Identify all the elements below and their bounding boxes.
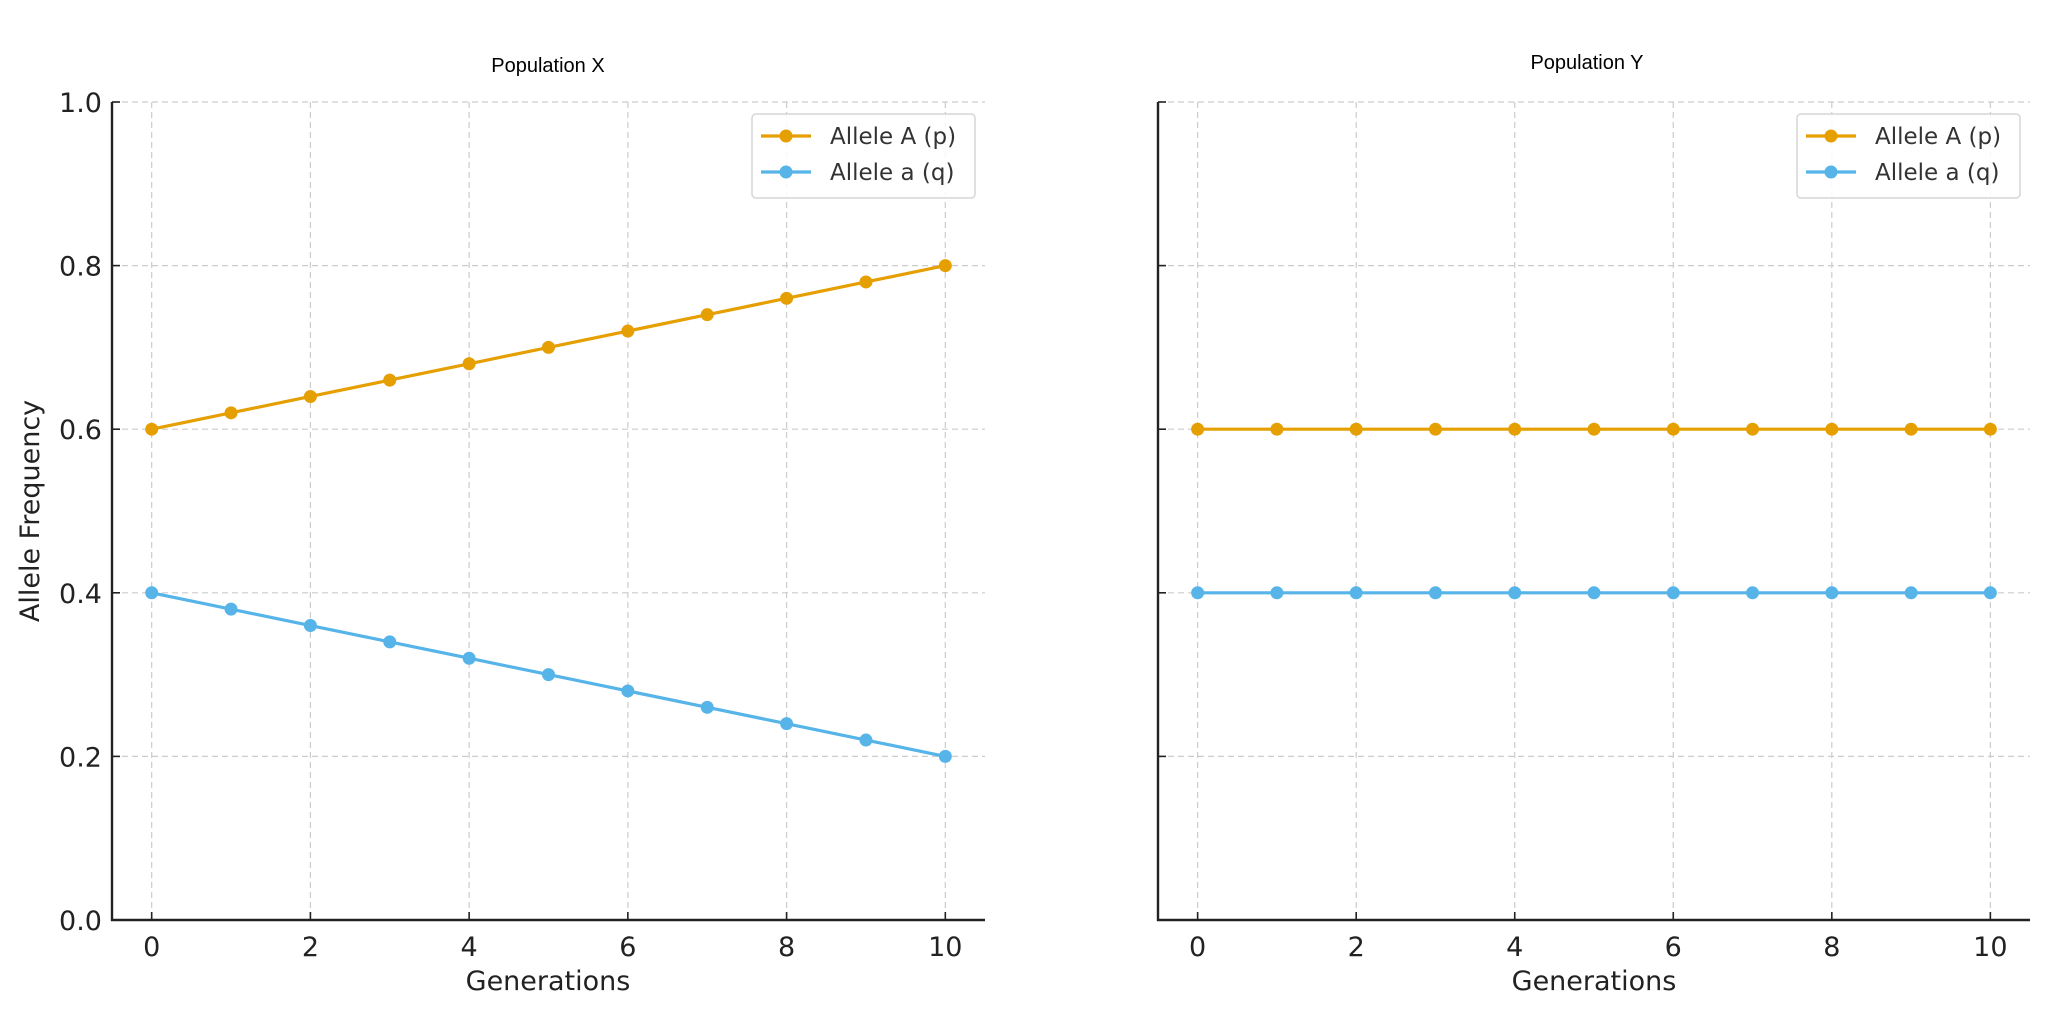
series-allele-A-p bbox=[145, 259, 952, 436]
data-point bbox=[1825, 422, 1839, 436]
legend-entry: Allele A (p) bbox=[1806, 124, 2001, 150]
legend-marker bbox=[1824, 165, 1838, 179]
data-point bbox=[1587, 422, 1601, 436]
grid bbox=[112, 101, 985, 921]
x-tick-label: 0 bbox=[1189, 932, 1206, 963]
data-point bbox=[542, 340, 555, 354]
legend-entry: Allele a (q) bbox=[761, 160, 954, 186]
data-point bbox=[383, 635, 397, 649]
data-point bbox=[303, 389, 317, 403]
data-point bbox=[1191, 586, 1205, 600]
y-tick-label: 0.8 bbox=[59, 252, 102, 283]
y-tick-label: 0.0 bbox=[59, 906, 102, 937]
data-point bbox=[1904, 422, 1918, 436]
data-point bbox=[859, 733, 873, 747]
data-point bbox=[1587, 586, 1601, 600]
data-point bbox=[542, 668, 555, 682]
data-point bbox=[1349, 586, 1363, 600]
x-tick-label: 8 bbox=[1823, 932, 1840, 963]
data-point bbox=[938, 259, 952, 273]
series-allele-a-q bbox=[1191, 586, 1997, 600]
data-point bbox=[1349, 422, 1363, 436]
x-tick-label: 4 bbox=[461, 932, 478, 963]
chart-population-x: Population X Generations Allele Frequenc… bbox=[15, 55, 985, 997]
data-point bbox=[1270, 422, 1284, 436]
x-tick-label: 10 bbox=[1973, 932, 2007, 963]
data-point bbox=[224, 602, 238, 616]
legend-label: Allele a (q) bbox=[830, 160, 954, 186]
data-point bbox=[1508, 422, 1522, 436]
data-point bbox=[780, 717, 794, 731]
data-point bbox=[621, 324, 635, 338]
data-point bbox=[1746, 586, 1760, 600]
grid bbox=[1158, 101, 2030, 921]
data-point bbox=[938, 749, 952, 763]
x-tick-label: 8 bbox=[778, 932, 795, 963]
data-point bbox=[1983, 422, 1997, 436]
legend-marker bbox=[779, 129, 793, 143]
series-allele-A-p bbox=[1191, 422, 1997, 436]
legend: Allele A (p) Allele a (q) bbox=[1796, 113, 2021, 199]
y-tick-label: 0.2 bbox=[59, 742, 102, 773]
legend-entry: Allele A (p) bbox=[761, 124, 956, 150]
data-point bbox=[145, 422, 159, 436]
legend-marker bbox=[1824, 129, 1838, 143]
y-tick-label: 0.6 bbox=[59, 415, 102, 446]
chart-population-y: Population Y Generations 0 2 4 6 8 10 Allele A… bbox=[1156, 52, 2030, 997]
data-point bbox=[700, 700, 714, 714]
legend-label: Allele A (p) bbox=[830, 124, 956, 150]
y-tick-label: 1.0 bbox=[59, 88, 102, 119]
legend: Allele A (p) Allele a (q) bbox=[751, 113, 976, 199]
data-point bbox=[1428, 422, 1442, 436]
legend-entry: Allele a (q) bbox=[1806, 160, 1999, 186]
x-axis-label: Generations bbox=[466, 966, 631, 997]
x-tick-label: 2 bbox=[302, 932, 319, 963]
x-axis-label: Generations bbox=[1512, 966, 1677, 997]
data-point bbox=[303, 619, 317, 633]
data-point bbox=[1983, 586, 1997, 600]
data-point bbox=[1666, 422, 1680, 436]
series-allele-a-q bbox=[145, 586, 952, 763]
data-point bbox=[145, 586, 159, 600]
x-tick-label: 6 bbox=[1665, 932, 1682, 963]
x-tick-label: 10 bbox=[928, 932, 962, 963]
data-point bbox=[1270, 586, 1284, 600]
data-point bbox=[1508, 586, 1522, 600]
legend-label: Allele a (q) bbox=[1875, 160, 1999, 186]
data-point bbox=[859, 275, 873, 289]
data-point bbox=[1825, 586, 1839, 600]
data-point bbox=[700, 308, 714, 322]
data-point bbox=[383, 373, 397, 387]
y-axis-label: Allele Frequency bbox=[15, 400, 46, 622]
x-tick-label: 4 bbox=[1506, 932, 1523, 963]
legend-label: Allele A (p) bbox=[1875, 124, 2001, 150]
data-point bbox=[462, 651, 476, 665]
data-point bbox=[1746, 422, 1760, 436]
data-point bbox=[1428, 586, 1442, 600]
data-point bbox=[780, 291, 794, 305]
x-tick-label: 6 bbox=[619, 932, 636, 963]
x-tick-label: 0 bbox=[143, 932, 160, 963]
data-point bbox=[462, 357, 476, 371]
data-point bbox=[1666, 586, 1680, 600]
data-point bbox=[1904, 586, 1918, 600]
legend-marker bbox=[779, 165, 793, 179]
x-tick-label: 2 bbox=[1348, 932, 1365, 963]
data-point bbox=[621, 684, 635, 698]
y-tick-label: 0.4 bbox=[59, 579, 102, 610]
chart-title: Population Y bbox=[1530, 52, 1643, 74]
chart-title: Population X bbox=[491, 55, 604, 77]
data-point bbox=[1191, 422, 1205, 436]
data-point bbox=[224, 406, 238, 420]
